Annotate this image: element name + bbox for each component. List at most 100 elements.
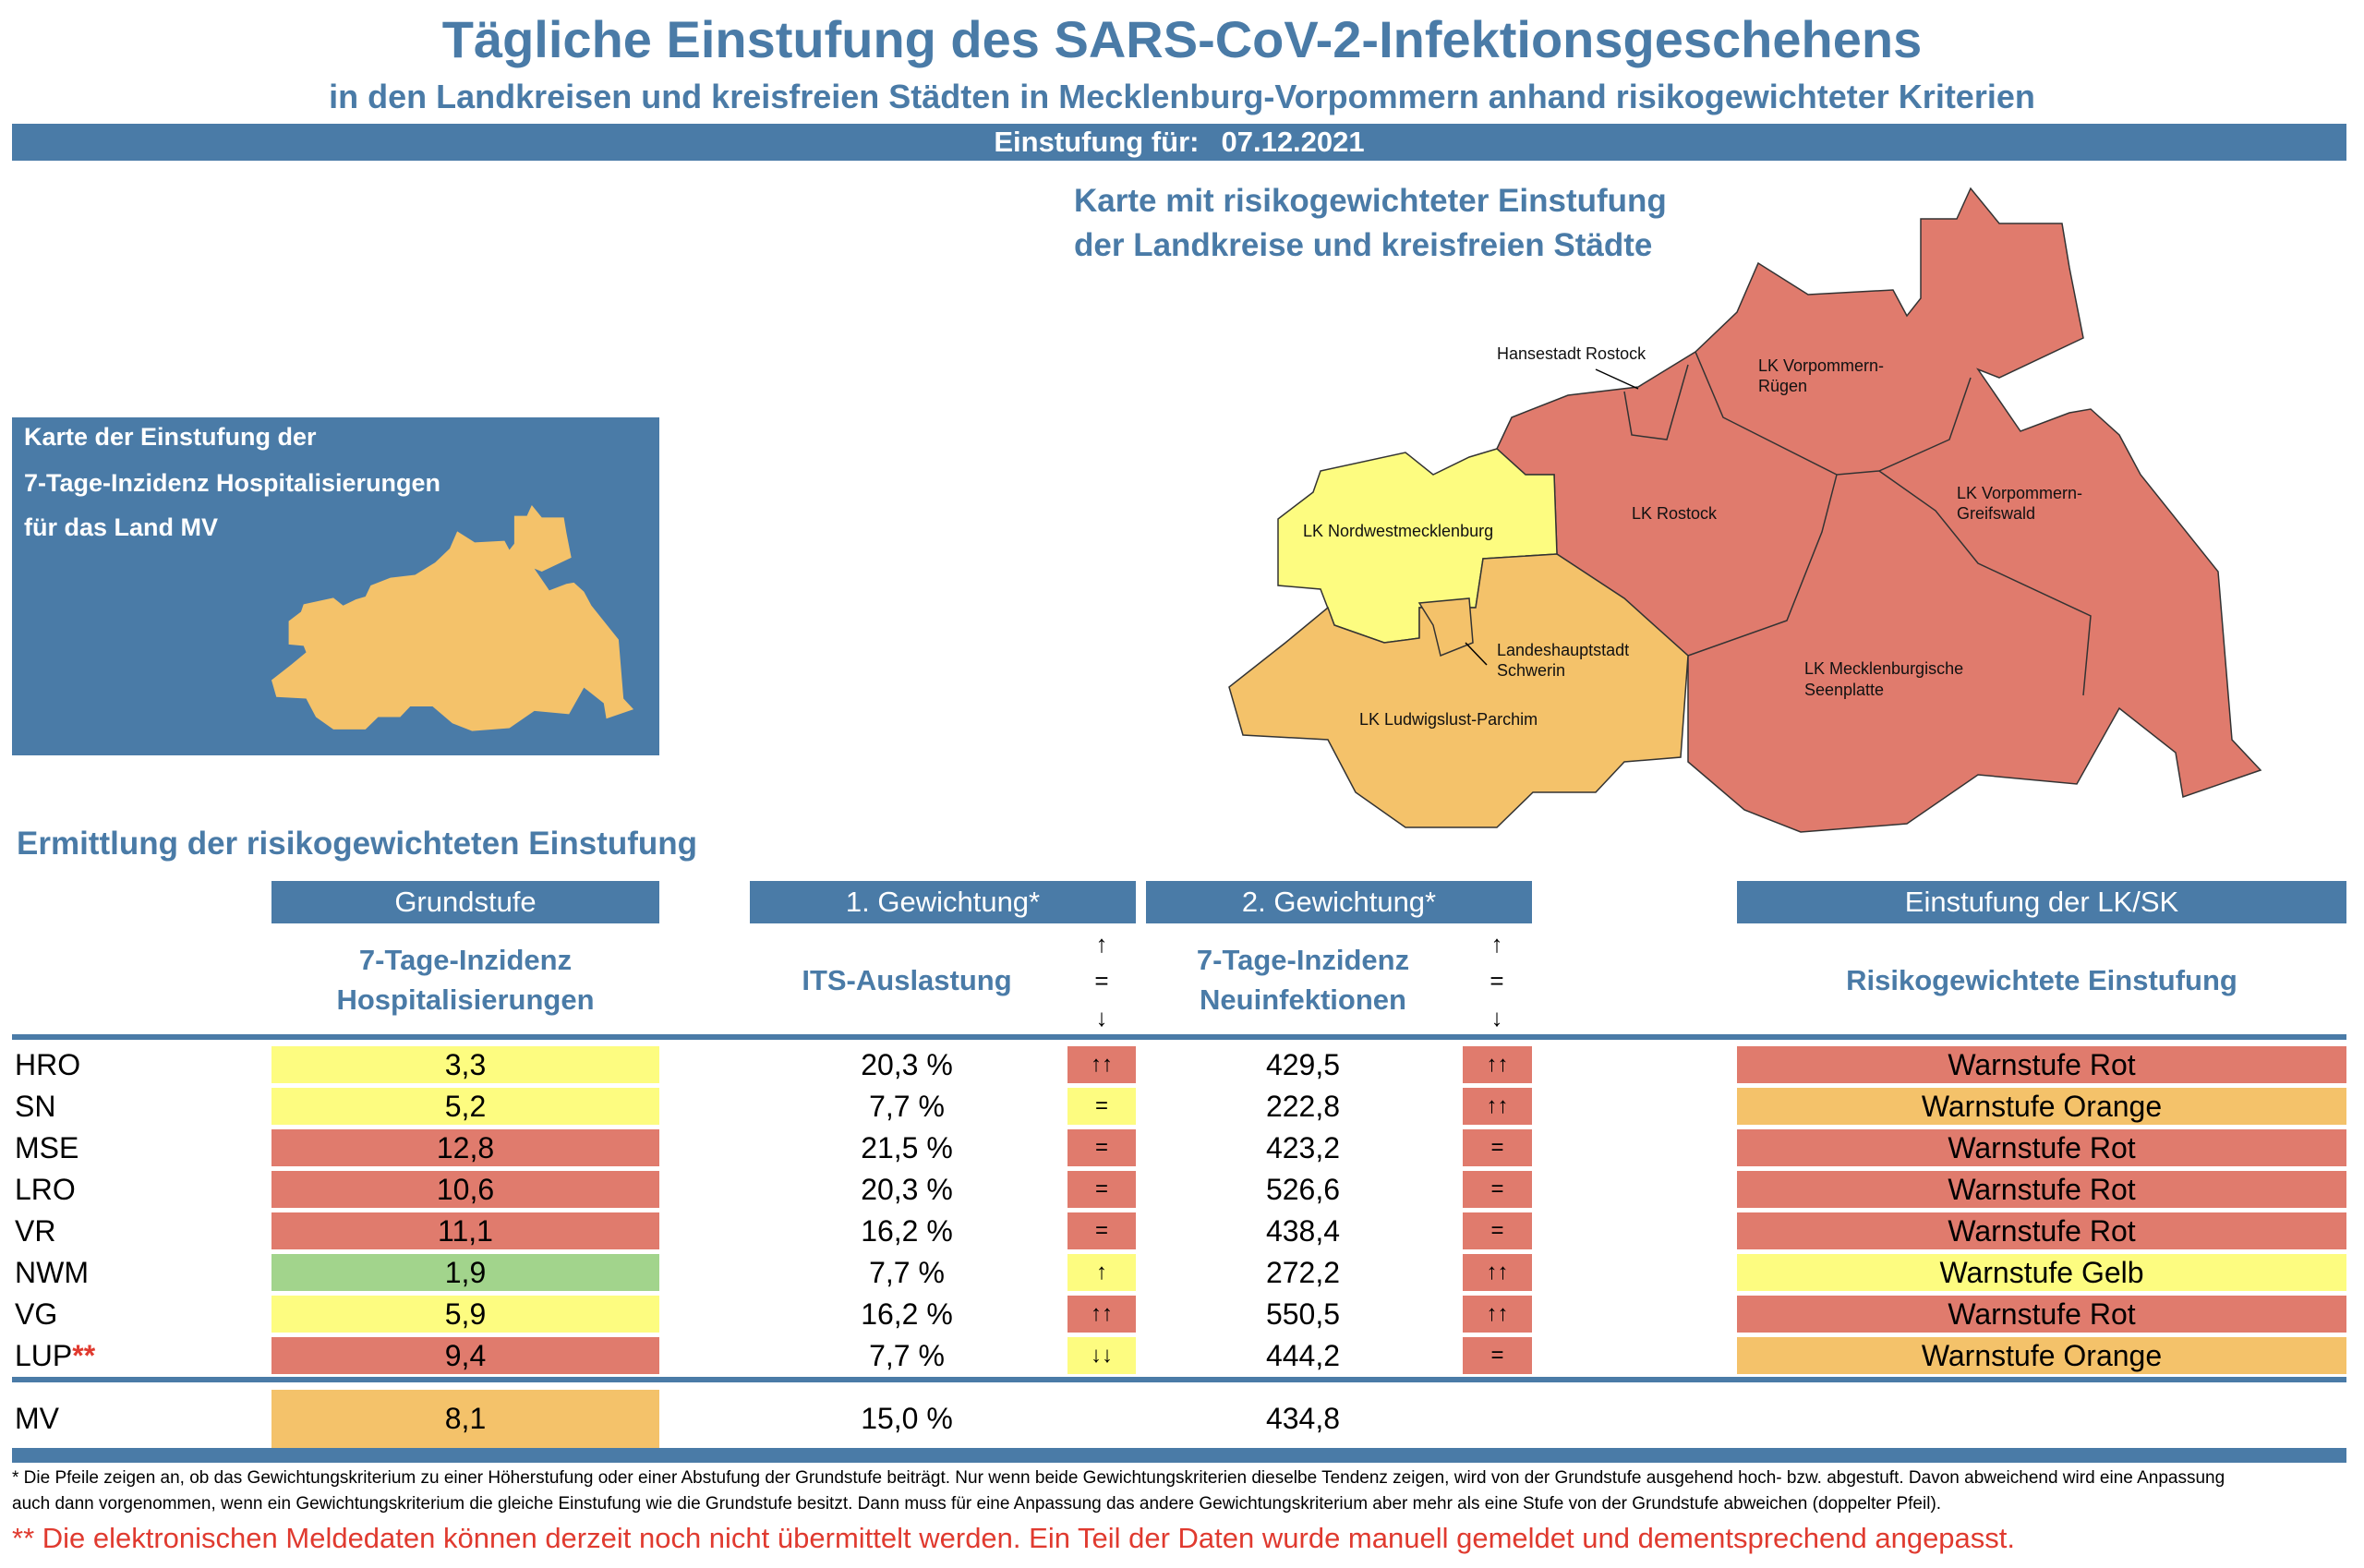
- table-divider: [12, 1377, 2346, 1382]
- region-code: VG: [15, 1297, 58, 1331]
- its-value: 7,7 %: [869, 1338, 945, 1372]
- footnote-line: auch dann vorgenommen, wenn ein Gewichtu…: [12, 1494, 1942, 1514]
- section-title: Ermittlung der risikogewichteten Einstuf…: [17, 826, 697, 862]
- header-gewichtung-2: 2. Gewichtung*: [1146, 881, 1532, 923]
- region-lup: [1228, 553, 1689, 828]
- header-einstufung: Einstufung der LK/SK: [1737, 881, 2346, 923]
- map-label-lro: LK Rostock: [1632, 504, 1718, 523]
- footnote-line: * Die Pfeile zeigen an, ob das Gewichtun…: [12, 1468, 2225, 1488]
- neu-trend-badge: ↑↑: [1463, 1088, 1532, 1125]
- its-value: 20,3 %: [861, 1047, 953, 1081]
- neu-trend-badge: =: [1463, 1171, 1532, 1208]
- district-borders: [1465, 351, 2092, 696]
- risk-level-badge: Warnstufe Rot: [1737, 1212, 2346, 1249]
- total-region: MV: [15, 1401, 59, 1435]
- date-label: Einstufung für:: [994, 126, 1200, 158]
- its-value: 16,2 %: [861, 1213, 953, 1248]
- its-value: 7,7 %: [869, 1089, 945, 1123]
- hosp-cell: 5,2: [271, 1088, 659, 1125]
- its-value: 21,5 %: [861, 1130, 953, 1164]
- map-label-nwm: LK Nordwestmecklenburg: [1303, 522, 1493, 540]
- date-bar: Einstufung für: 07.12.2021: [12, 124, 2346, 161]
- map-label-vg: Greifswald: [1957, 504, 2035, 523]
- hosp-cell: 5,9: [271, 1296, 659, 1333]
- its-trend-badge: =: [1067, 1212, 1136, 1249]
- map-label-sn: Schwerin: [1497, 661, 1565, 680]
- subheader-its: ITS-Auslastung: [802, 964, 1012, 996]
- subheader-neuinfektionen: 7-Tage-Inzidenz Neuinfektionen: [1146, 940, 1460, 1019]
- header-gewichtung-1: 1. Gewichtung*: [750, 881, 1136, 923]
- its-trend-badge: ↑: [1067, 1254, 1136, 1291]
- neu-trend-badge: =: [1463, 1337, 1532, 1374]
- row-region: MSE: [15, 1129, 78, 1166]
- its-value: 16,2 %: [861, 1297, 953, 1331]
- risk-level-badge: Warnstufe Rot: [1737, 1171, 2346, 1208]
- map-title-line: der Landkreise und kreisfreien Städte: [1074, 227, 1653, 263]
- its-trend-badge: ↑↑: [1067, 1296, 1136, 1333]
- total-neu: 434,8: [1265, 1401, 1341, 1435]
- neu-trend-badge: ↑↑: [1463, 1254, 1532, 1291]
- row-region: LRO: [15, 1171, 76, 1208]
- trend-legend-1: ↑ = ↓: [1067, 925, 1136, 1036]
- neu-value: 526,6: [1265, 1172, 1341, 1206]
- region-code: NWM: [15, 1255, 89, 1289]
- row-region: NWM: [15, 1254, 89, 1291]
- its-value: 7,7 %: [869, 1255, 945, 1289]
- risk-level-badge: Warnstufe Orange: [1737, 1088, 2346, 1125]
- risk-level-badge: Warnstufe Rot: [1737, 1046, 2346, 1083]
- total-hosp: 8,1: [271, 1390, 659, 1448]
- row-region: VR: [15, 1212, 55, 1249]
- subheader-line: 7-Tage-Inzidenz: [1196, 944, 1410, 976]
- neu-trend-badge: =: [1463, 1129, 1532, 1166]
- region-code: HRO: [15, 1047, 81, 1081]
- map-label-hro: Hansestadt Rostock: [1497, 344, 1646, 363]
- arrow-up-icon: ↑: [1095, 930, 1108, 958]
- neu-value: 444,2: [1265, 1338, 1341, 1372]
- arrow-down-icon: ↓: [1490, 1004, 1503, 1031]
- region-red-districts: [1496, 187, 2262, 833]
- hosp-cell: 10,6: [271, 1171, 659, 1208]
- region-code: LRO: [15, 1172, 76, 1206]
- header-grundstufe: Grundstufe: [271, 881, 659, 923]
- hosp-cell: 9,4: [271, 1337, 659, 1374]
- arrow-up-icon: ↑: [1490, 930, 1503, 958]
- map-label-vr: LK Vorpommern-: [1758, 356, 1884, 375]
- data-note: ** Die elektronischen Meldedaten können …: [12, 1522, 2016, 1554]
- map-label-vr: Rügen: [1758, 377, 1807, 395]
- risk-level-badge: Warnstufe Rot: [1737, 1129, 2346, 1166]
- its-trend-badge: =: [1067, 1088, 1136, 1125]
- neu-value: 423,2: [1265, 1130, 1341, 1164]
- row-region: SN: [15, 1088, 55, 1125]
- map-label-mse: LK Mecklenburgische: [1804, 659, 1963, 678]
- footer-bar: [12, 1448, 2346, 1463]
- risk-level-badge: Warnstufe Gelb: [1737, 1254, 2346, 1291]
- row-region: VG: [15, 1296, 57, 1333]
- trend-legend-2: ↑ = ↓: [1463, 925, 1531, 1036]
- region-schwerin: [1417, 597, 1474, 657]
- date-value: 07.12.2021: [1221, 126, 1365, 158]
- hosp-cell: 11,1: [271, 1212, 659, 1249]
- map-label-mse: Seenplatte: [1804, 681, 1884, 699]
- arrow-down-icon: ↓: [1095, 1004, 1108, 1031]
- map-label-vg: LK Vorpommern-: [1957, 484, 2082, 502]
- map-title-line: Karte mit risikogewichteter Einstufung: [1074, 183, 1667, 219]
- neu-trend-badge: ↑↑: [1463, 1046, 1532, 1083]
- mv-small-map: [271, 505, 634, 731]
- region-code: MSE: [15, 1130, 79, 1164]
- page-subtitle: in den Landkreisen und kreisfreien Städt…: [329, 78, 2035, 115]
- equal-icon: =: [1094, 967, 1109, 995]
- risk-level-badge: Warnstufe Rot: [1737, 1296, 2346, 1333]
- region-footnote-mark: **: [72, 1338, 96, 1372]
- row-region: LUP **: [15, 1337, 95, 1374]
- neu-value: 429,5: [1265, 1047, 1341, 1081]
- its-trend-badge: ↓↓: [1067, 1337, 1136, 1374]
- hosp-cell: 12,8: [271, 1129, 659, 1166]
- hosp-cell: 1,9: [271, 1254, 659, 1291]
- subheader-risk: Risikogewichtete Einstufung: [1846, 964, 2237, 996]
- its-trend-badge: =: [1067, 1171, 1136, 1208]
- its-value: 20,3 %: [861, 1172, 953, 1206]
- total-its: 15,0 %: [861, 1401, 953, 1435]
- its-trend-badge: ↑↑: [1067, 1046, 1136, 1083]
- subheader-line: 7-Tage-Inzidenz: [358, 944, 573, 976]
